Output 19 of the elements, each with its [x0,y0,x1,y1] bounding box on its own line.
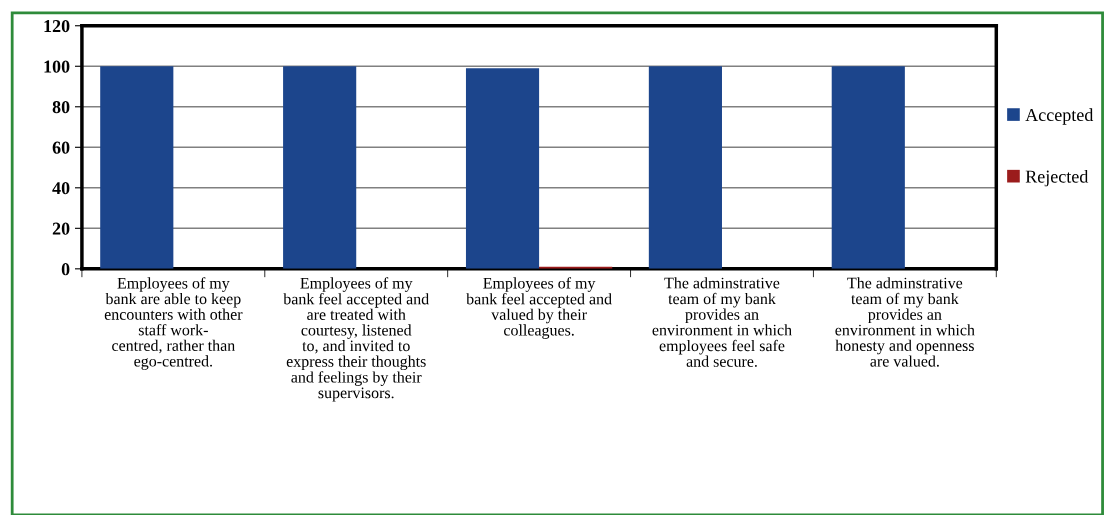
x-tick-label: The adminstrative team of my bank provides an environment in which employees feel safe and secure. [652,277,792,367]
y-tick-label: 40 [52,182,70,195]
x-tick-label: Employees of my bank feel accepted and are treated with courtesy, listened to, and invited to express their thoughts and feelings by their supervisors. [283,277,429,402]
y-tick-label: 60 [52,141,70,154]
y-tick-label: 100 [44,60,70,73]
legend-label: Accepted [1025,108,1094,125]
legend-label: Rejected [1025,169,1089,187]
bar [283,66,357,269]
y-tick-label: 20 [52,222,70,235]
bar [465,68,540,269]
x-tick-label: Employees of my bank are able to keep encounters with other staff work- centred, rather than ego-centred. [104,277,243,370]
y-tick-label: 120 [44,20,70,33]
y-tick-label: 80 [52,101,70,114]
y-tick-label: 0 [61,263,70,276]
x-tick-label: The adminstrative team of my bank provides an environment in which honesty and openness are valued. [835,277,975,367]
bar [100,66,174,269]
bar [648,66,722,269]
bar [831,66,905,269]
x-tick-label: Employees of my bank feel accepted and valued by their colleagues. [466,277,612,339]
